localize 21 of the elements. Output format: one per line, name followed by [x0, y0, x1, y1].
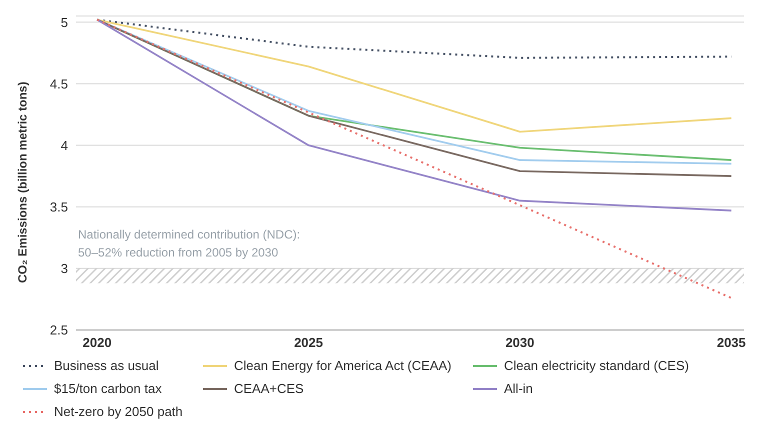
- legend-label: Clean electricity standard (CES): [504, 358, 689, 373]
- y-tick-label: 4.5: [50, 76, 68, 92]
- legend-label: Business as usual: [54, 358, 159, 373]
- y-tick-label: 4: [60, 138, 68, 153]
- legend-label: Net-zero by 2050 path: [54, 404, 183, 419]
- x-tick-label: 2025: [294, 335, 323, 350]
- x-tick-label: 2035: [716, 335, 746, 350]
- line-series: [96, 18, 732, 133]
- legend-label: All-in: [504, 381, 533, 396]
- x-tick-label: 2030: [505, 335, 534, 350]
- y-tick-label: 3: [60, 261, 68, 276]
- legend-label: $15/ton carbon tax: [54, 381, 162, 396]
- y-tick-label: 5: [60, 14, 68, 30]
- y-tick-label: 3.5: [50, 199, 68, 214]
- y-axis-title: CO₂ Emissions (billion metric tons): [15, 82, 30, 283]
- legend-label: Clean Energy for America Act (CEAA): [234, 358, 452, 373]
- line-series: [96, 18, 732, 212]
- x-tick-label: 2020: [82, 335, 112, 350]
- y-tick-label: 2.5: [50, 322, 68, 338]
- legend-label: CEAA+CES: [234, 381, 304, 396]
- band-label: Nationally determined contribution (NDC): 50–52% reduction from 2005 by 2030: [78, 227, 300, 260]
